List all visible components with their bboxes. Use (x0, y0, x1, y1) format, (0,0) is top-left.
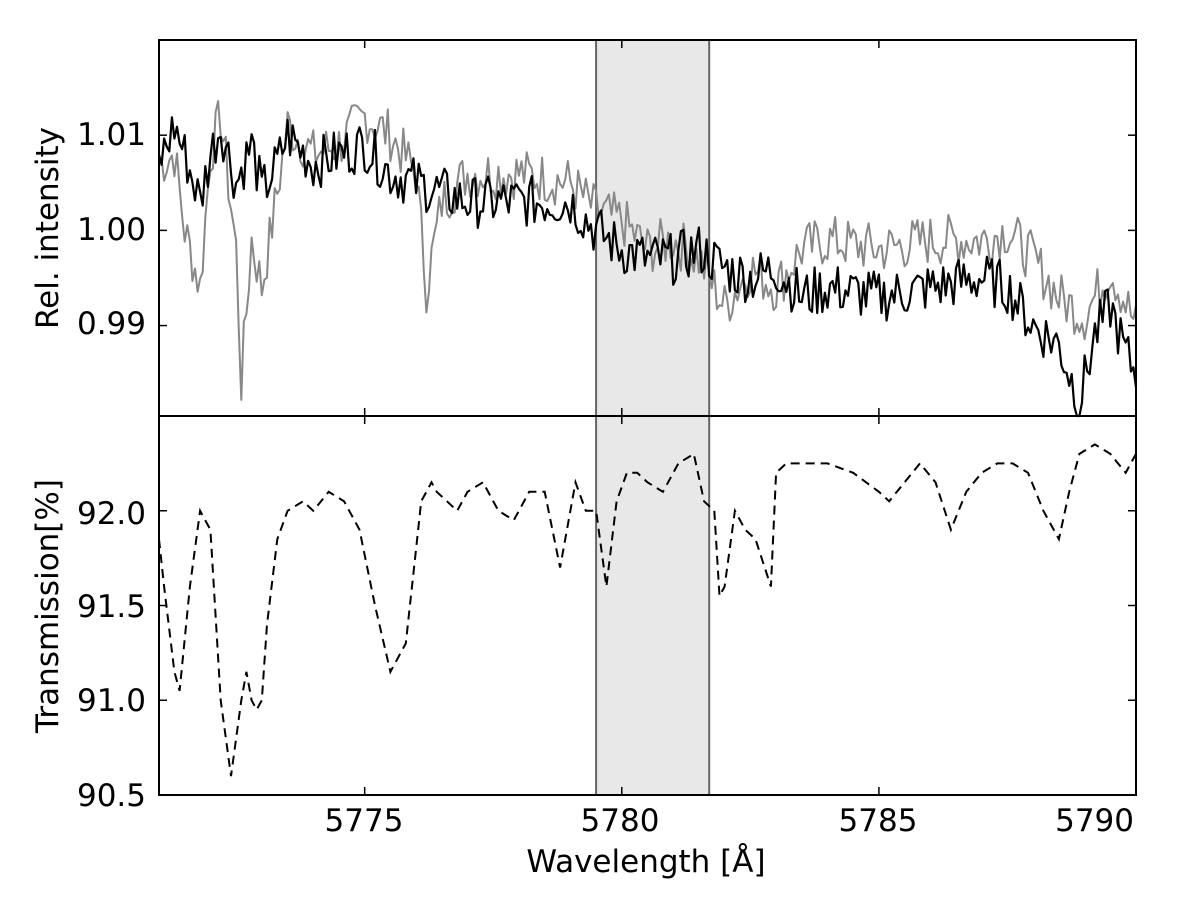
x-tick-labels: 5775 5780 5785 5790 (325, 803, 1134, 839)
top-panel-series (157, 100, 1138, 418)
bottom-y-tick-labels: 92.0 91.5 91.0 90.5 (77, 496, 146, 814)
bottom-y-tick-label: 90.5 (77, 778, 146, 814)
axis-ticks (159, 40, 1137, 796)
transmission-line (158, 443, 1137, 777)
x-tick-label: 5790 (1055, 803, 1134, 839)
bottom-y-tick-label: 91.5 (77, 589, 146, 625)
top-y-tick-label: 1.01 (77, 117, 146, 153)
top-y-axis-label: Rel. intensity (30, 127, 66, 329)
x-axis-label: Wavelength [Å] (526, 844, 765, 880)
highlight-band-fill (596, 40, 710, 795)
black-spectrum-line (157, 116, 1138, 418)
top-y-tick-label: 1.00 (77, 212, 146, 248)
x-tick-label: 5785 (839, 803, 918, 839)
top-y-tick-labels: 1.01 1.00 0.99 (77, 117, 146, 342)
x-tick-label: 5780 (581, 803, 660, 839)
top-y-tick-label: 0.99 (77, 306, 146, 342)
highlight-band (595, 40, 711, 795)
bottom-y-tick-label: 92.0 (77, 496, 146, 532)
bottom-y-axis-label: Transmission[%] (30, 479, 66, 734)
x-tick-label: 5775 (325, 803, 404, 839)
bottom-panel-series (158, 443, 1137, 777)
bottom-y-tick-label: 91.0 (77, 683, 146, 719)
